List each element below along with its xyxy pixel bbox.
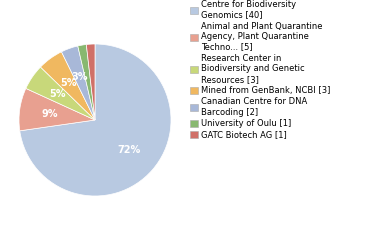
Text: 3%: 3% (71, 72, 88, 82)
Legend: Centre for Biodiversity
Genomics [40], Animal and Plant Quarantine
Agency, Plant: Centre for Biodiversity Genomics [40], A… (190, 0, 330, 139)
Wedge shape (20, 44, 171, 196)
Wedge shape (41, 52, 95, 120)
Text: 5%: 5% (60, 78, 76, 88)
Text: 5%: 5% (49, 89, 66, 99)
Wedge shape (86, 44, 95, 120)
Wedge shape (78, 44, 95, 120)
Text: 72%: 72% (118, 145, 141, 155)
Wedge shape (26, 67, 95, 120)
Wedge shape (62, 46, 95, 120)
Wedge shape (19, 88, 95, 131)
Text: 9%: 9% (42, 108, 58, 119)
